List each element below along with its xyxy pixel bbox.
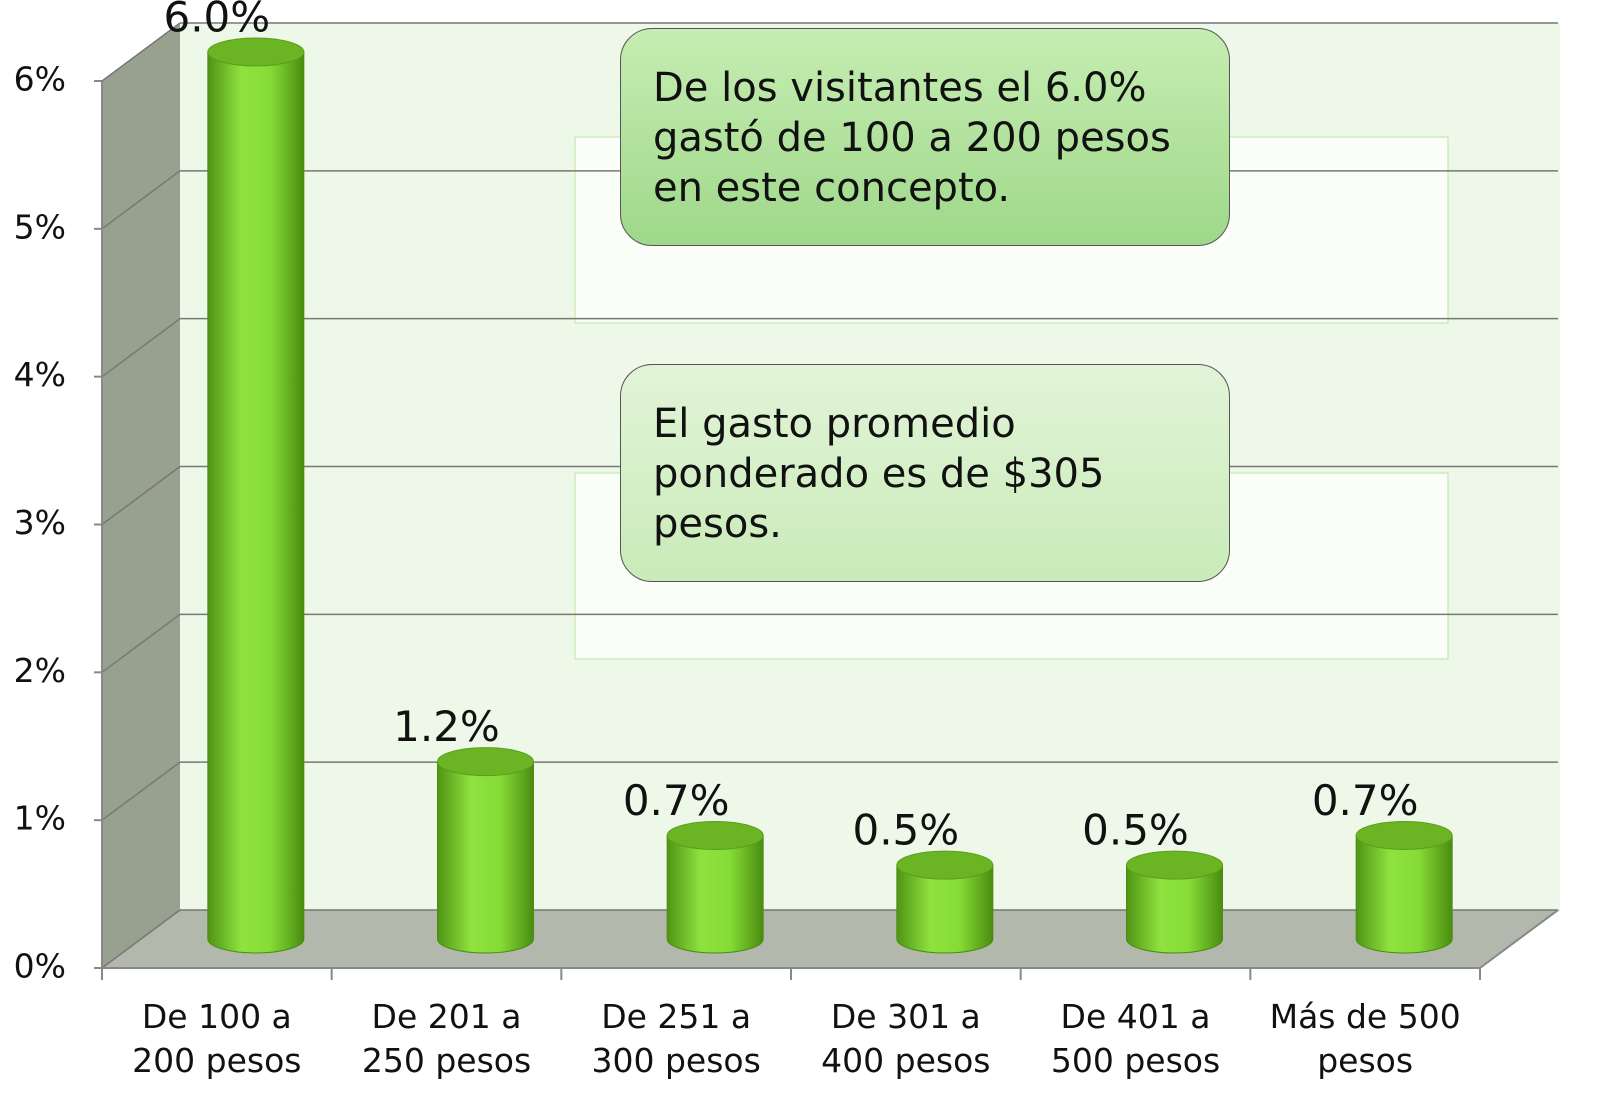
bar-top bbox=[896, 850, 994, 880]
bar bbox=[207, 51, 305, 954]
x-tick-label: Más de 500 pesos bbox=[1269, 997, 1461, 1080]
bar-top bbox=[437, 747, 534, 777]
data-label: 0.5% bbox=[852, 806, 959, 855]
data-label: 0.7% bbox=[623, 776, 730, 825]
floor-edge bbox=[1479, 909, 1559, 969]
bar-top bbox=[1355, 821, 1453, 851]
y-tick-label: 3% bbox=[14, 503, 66, 542]
bar-top bbox=[207, 37, 305, 67]
bar-top bbox=[666, 821, 764, 851]
grid-line bbox=[101, 170, 181, 230]
y-tick-label: 4% bbox=[14, 355, 66, 394]
y-tick-label: 2% bbox=[14, 651, 66, 690]
grid-line bbox=[101, 761, 181, 821]
data-label: 6.0% bbox=[163, 0, 270, 42]
bar bbox=[896, 864, 994, 954]
data-label: 1.2% bbox=[393, 702, 500, 751]
y-tick-label: 6% bbox=[14, 60, 66, 99]
floor bbox=[102, 910, 1560, 968]
grid-line bbox=[101, 465, 181, 526]
y-tick-label: 5% bbox=[14, 207, 66, 246]
grid-line bbox=[101, 22, 181, 82]
x-tick-label: De 401 a 500 pesos bbox=[1050, 997, 1221, 1080]
y-tick-label: 1% bbox=[14, 799, 66, 838]
grid-line bbox=[101, 909, 181, 969]
bar bbox=[1126, 864, 1223, 954]
annotation: De los visitantes el 6.0% gastó de 100 a… bbox=[620, 28, 1230, 246]
x-tick-label: De 251 a 300 pesos bbox=[591, 997, 761, 1080]
x-tick-label: De 201 a 250 pesos bbox=[361, 997, 532, 1080]
x-tick-label: De 100 a 200 pesos bbox=[132, 997, 302, 1080]
grid-line bbox=[101, 613, 181, 673]
bar bbox=[666, 835, 764, 954]
bar bbox=[437, 761, 534, 954]
grid-line bbox=[101, 318, 181, 378]
annotation: El gasto promedio ponderado es de $305 p… bbox=[620, 364, 1230, 582]
bar-top bbox=[1126, 850, 1223, 880]
bar bbox=[1355, 835, 1453, 954]
x-tick-label: De 301 a 400 pesos bbox=[821, 997, 991, 1080]
data-label: 0.7% bbox=[1312, 776, 1419, 825]
data-label: 0.5% bbox=[1082, 806, 1189, 855]
y-tick-label: 0% bbox=[14, 947, 66, 986]
